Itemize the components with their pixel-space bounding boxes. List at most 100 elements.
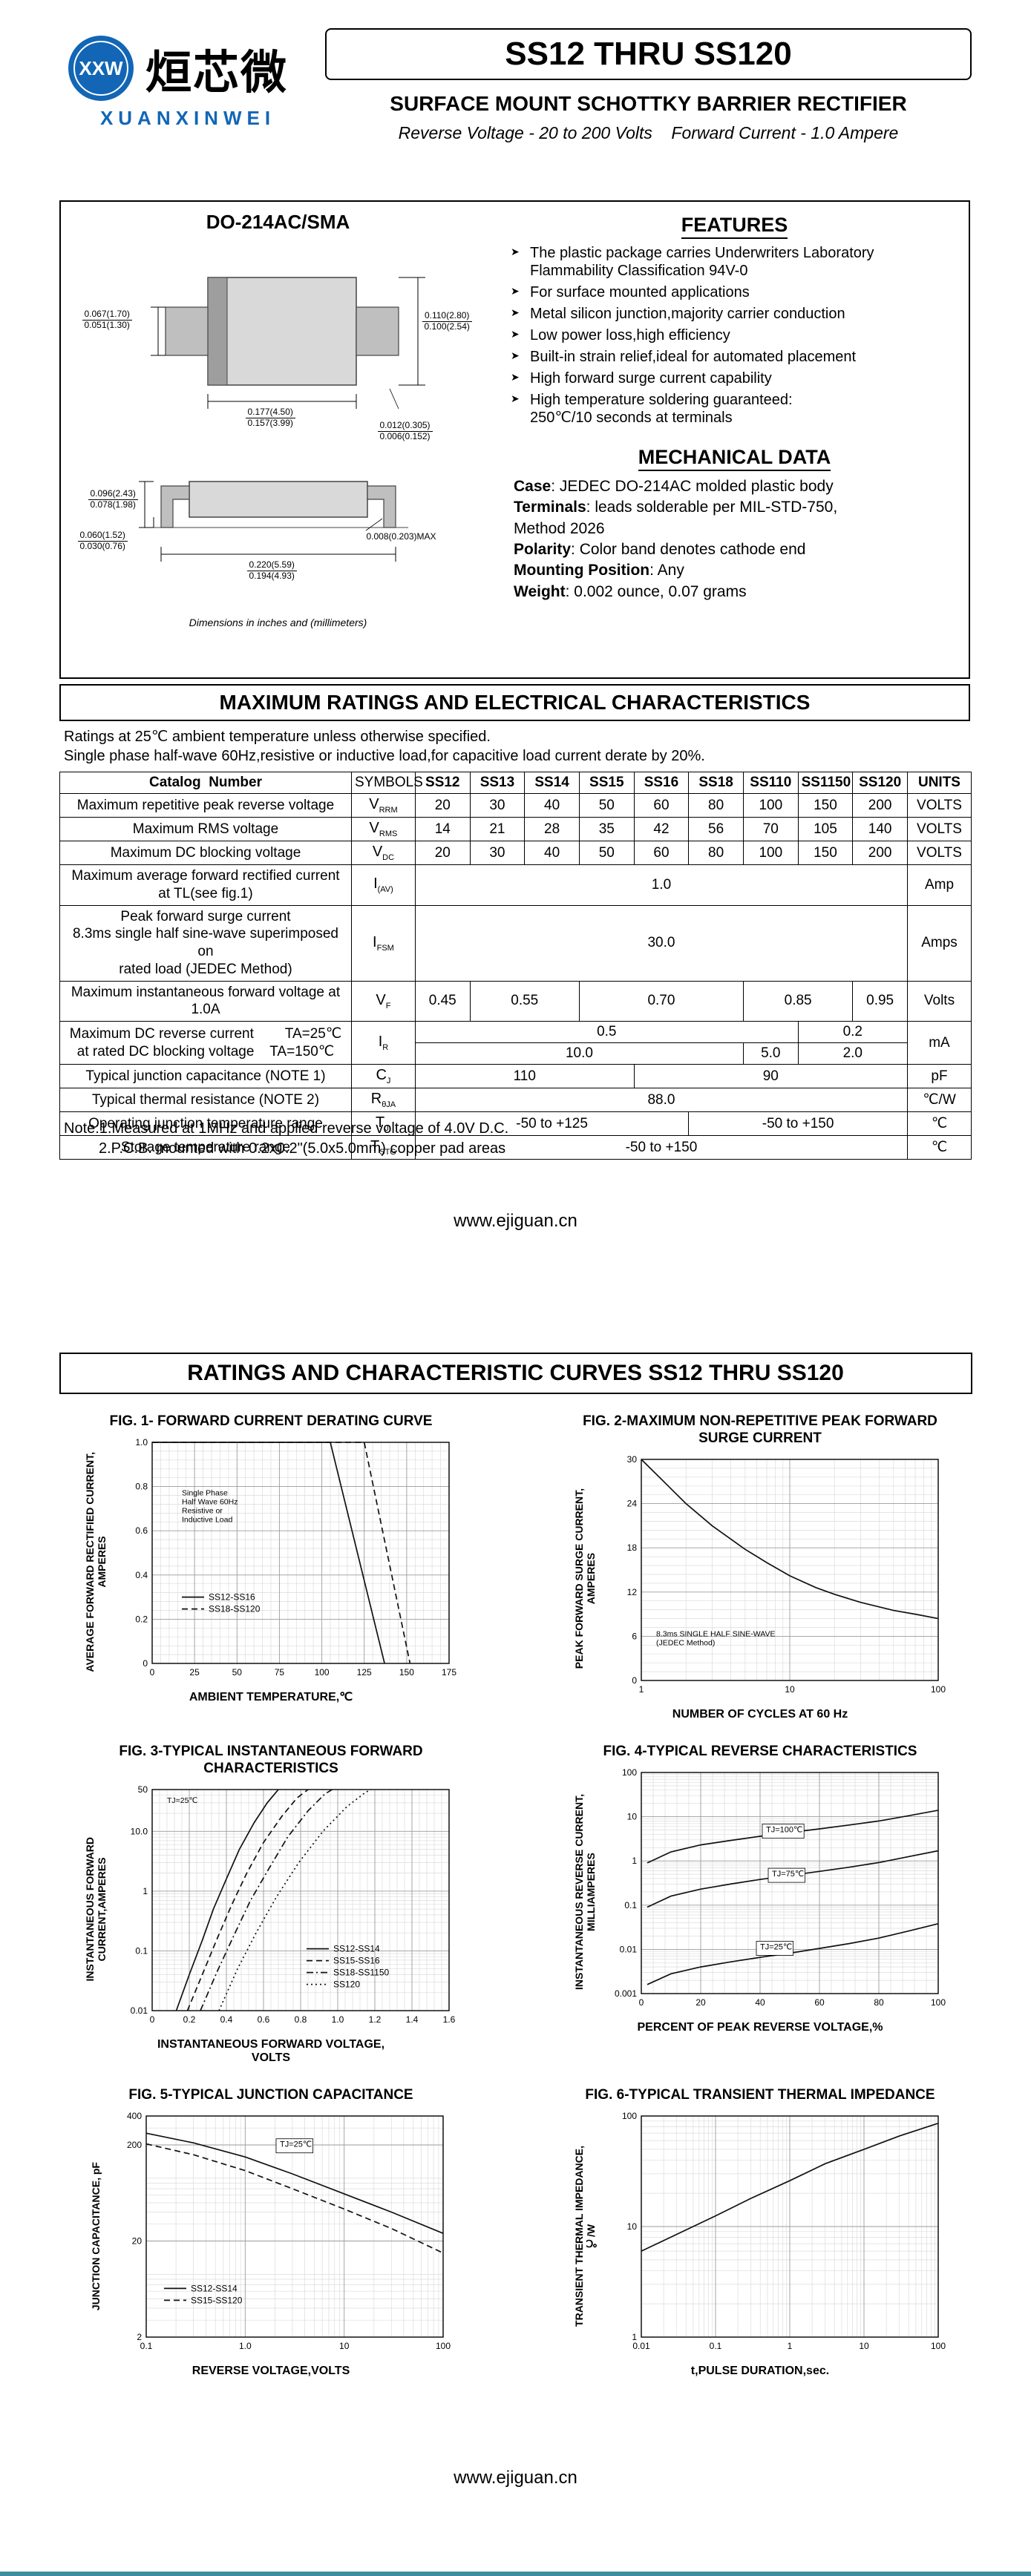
svg-text:100: 100 <box>931 1684 946 1695</box>
unit-cell: VOLTS <box>906 793 972 818</box>
fig5-xlabel: REVERSE VOLTAGE,VOLTS <box>192 2365 350 2378</box>
table-row-label: Typical junction capacitance (NOTE 1) <box>59 1064 352 1088</box>
svg-text:0.1: 0.1 <box>624 1900 637 1910</box>
table-value-cell: -50 to +150 <box>414 1135 908 1160</box>
table-value-cell: 14 <box>414 817 471 841</box>
table-value-cell: 50 <box>578 841 635 865</box>
table-value-cell: 0.95 <box>852 980 908 1022</box>
svg-text:0.01: 0.01 <box>131 2005 148 2016</box>
table-note-1: Note:1.Measured at 1MHz and applied reve… <box>64 1120 509 1137</box>
unit-cell: mA <box>906 1021 972 1065</box>
table-value-cell: 200 <box>852 793 908 818</box>
mechanical-data-line: Polarity: Color band denotes cathode end <box>514 541 806 559</box>
table-header-cell: SS1150 <box>797 772 854 794</box>
feature-item: ➤ High forward surge current capability <box>511 370 772 387</box>
table-header-cell: SS18 <box>688 772 744 794</box>
fig2-plot: 1 10 100 0 6 12 18 24 30 8.3ms SINGLE HALF SINE-W… <box>598 1452 947 1706</box>
table-row: Storage temperature range TSTG -50 to +150… <box>59 1135 972 1160</box>
table-header-cell: SS16 <box>633 772 690 794</box>
package-name: DO-214AC/SMA <box>206 211 350 233</box>
svg-text:Single Phase: Single Phase <box>182 1488 228 1497</box>
fig1-xlabel: AMBIENT TEMPERATURE,℃ <box>189 1690 353 1703</box>
symbol-cell: VRRM <box>350 793 416 818</box>
table-row-label: Maximum DC blocking voltage <box>59 841 352 865</box>
package-dimension: 0.096(2.43) 0.078(1.98) <box>88 488 138 510</box>
table-value-cell: -50 to +150 <box>688 1111 908 1136</box>
table-value-cell: 0.70 <box>578 980 744 1022</box>
svg-text:0.4: 0.4 <box>220 2014 233 2025</box>
feature-item: ➤ Built-in strain relief,ideal for automa… <box>511 349 857 365</box>
fig2-body: PEAK FORWARD SURGE CURRENT, AMPERES 1 10 10… <box>573 1452 947 1706</box>
svg-text:10: 10 <box>339 2341 350 2351</box>
package-dimension: 0.220(5.59) 0.194(4.93) <box>246 559 297 582</box>
svg-text:8.3ms SINGLE HALF SINE-WAVE: 8.3ms SINGLE HALF SINE-WAVE <box>656 1629 775 1638</box>
fig6-title: FIG. 6-TYPICAL TRANSIENT THERMAL IMPEDAN… <box>585 2087 935 2103</box>
table-row-label: Operating junction temperature range <box>59 1111 352 1136</box>
website-url-page2: www.ejiguan.cn <box>454 2467 577 2488</box>
table-note-2: 2.P.C.B. mounted with 0.2x0.2"(5.0x5.0mm… <box>99 1140 506 1157</box>
symbol-cell: I(AV) <box>350 864 416 906</box>
fig3-body: INSTANTANEOUS FORWARD CURRENT,AMPERES 0 0.… <box>84 1782 458 2037</box>
company-logo-block: XXW 烜芯微 XUANXINWEI <box>65 33 310 130</box>
feature-bullet-icon: ➤ <box>511 328 520 340</box>
svg-text:1.2: 1.2 <box>369 2014 382 2025</box>
table-header-cell: SYMBOLS <box>350 772 423 794</box>
table-header-cell: SS12 <box>414 772 471 794</box>
unit-cell: Amp <box>906 864 972 906</box>
features-panel: FEATURES ➤ The plastic package carries Un… <box>506 205 963 602</box>
fig1-title: FIG. 1- FORWARD CURRENT DERATING CURVE <box>109 1413 433 1429</box>
symbol-cell: TJ. <box>350 1111 416 1136</box>
table-header-cell: SS15 <box>578 772 635 794</box>
feature-bullet-icon: ➤ <box>511 371 520 383</box>
table-value-cell: 1.0 <box>414 864 908 906</box>
feature-bullet-icon: ➤ <box>511 349 520 361</box>
svg-text:1: 1 <box>632 2332 637 2342</box>
svg-text:2: 2 <box>137 2332 142 2342</box>
svg-text:0.8: 0.8 <box>135 1481 148 1491</box>
svg-text:10.0: 10.0 <box>131 1826 148 1836</box>
fig3-ylabel: INSTANTANEOUS FORWARD CURRENT,AMPERES <box>83 1836 108 1982</box>
svg-text:1: 1 <box>788 2341 793 2351</box>
svg-text:20: 20 <box>695 1997 706 2008</box>
table-value-cell: 100 <box>742 841 799 865</box>
features-heading: FEATURES <box>681 214 788 239</box>
datasheet-page-1: XXW 烜芯微 XUANXINWEI SS12 THRU SS120 SURFA… <box>59 28 972 1231</box>
website-url: www.ejiguan.cn <box>454 1211 577 1231</box>
table-row: Maximum DC blocking voltage VDC 20 30 40 50 60… <box>59 841 972 865</box>
curves-section-title: RATINGS AND CHARACTERISTIC CURVES SS12 T… <box>59 1353 972 1394</box>
svg-text:0.01: 0.01 <box>632 2341 650 2351</box>
ratings-section-title: MAXIMUM RATINGS AND ELECTRICAL CHARACTER… <box>59 684 970 721</box>
feature-item: ➤ Low power loss,high efficiency <box>511 327 730 344</box>
table-row: Typical junction capacitance (NOTE 1) CJ 1… <box>59 1064 972 1088</box>
charts-grid: FIG. 1- FORWARD CURRENT DERATING CURVE AV… <box>30 1413 1002 2379</box>
table-value-cell: 88.0 <box>414 1088 908 1112</box>
svg-text:100: 100 <box>436 2341 451 2351</box>
table-header-cell: SS14 <box>524 772 580 794</box>
svg-text:175: 175 <box>442 1667 456 1678</box>
table-value-cell: 80 <box>688 793 744 818</box>
svg-text:0.1: 0.1 <box>135 1945 148 1956</box>
svg-text:TJ=75℃: TJ=75℃ <box>772 1870 804 1879</box>
feature-bullet-icon: ➤ <box>511 392 520 404</box>
title-block: SS12 THRU SS120 SURFACE MOUNT SCHOTTKY B… <box>325 28 972 143</box>
table-row-label: Maximum RMS voltage <box>59 817 352 841</box>
table-value-cell: 0.5 <box>414 1021 799 1043</box>
table-value-cell: 5.0 <box>742 1042 799 1065</box>
electrical-characteristics-table: Catalog Number SYMBOLS SS12 SS13 SS14 SS15 SS1… <box>59 772 972 1160</box>
company-name-latin: XUANXINWEI <box>99 107 276 129</box>
table-header-cell: Catalog Number <box>59 772 352 794</box>
feature-item: ➤ For surface mounted applications <box>511 284 750 300</box>
fig6-body: TRANSIENT THERMAL IMPEDANCE, ℃/W 0.01 0.1 1… <box>573 2109 947 2363</box>
fig6-svg: 0.01 0.1 1 10 100 1 10 100 <box>622 2111 946 2351</box>
svg-text:10: 10 <box>785 1684 795 1695</box>
table-row: Maximum instantaneous forward voltage at… <box>59 980 972 1022</box>
package-dimension: 0.008(0.203)MAX <box>364 531 439 542</box>
fig6-xlabel: t,PULSE DURATION,sec. <box>690 2365 830 2378</box>
symbol-cell: VDC <box>350 841 416 865</box>
table-value-cell: 150 <box>797 841 854 865</box>
svg-text:0.2: 0.2 <box>183 2014 196 2025</box>
fig3-title: FIG. 3-TYPICAL INSTANTANEOUS FORWARD CHA… <box>119 1743 423 1776</box>
svg-text:6: 6 <box>632 1631 637 1641</box>
table-value-cell: 150 <box>797 793 854 818</box>
svg-text:1: 1 <box>639 1684 644 1695</box>
